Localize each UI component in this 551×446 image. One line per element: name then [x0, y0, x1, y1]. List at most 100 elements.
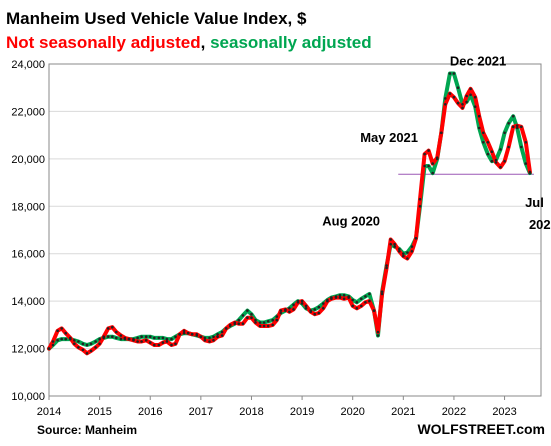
data-point — [503, 131, 506, 135]
data-point — [279, 309, 283, 312]
data-point — [431, 162, 435, 165]
data-point — [241, 322, 245, 326]
data-point — [473, 95, 477, 99]
data-point — [266, 320, 270, 323]
data-point — [153, 343, 156, 347]
data-point — [228, 323, 232, 327]
data-point — [85, 352, 89, 355]
data-point — [304, 304, 308, 308]
data-point — [262, 324, 266, 328]
x-axis: 2014 2015 2016 2017 2018 2019 2020 2021 2022 2023 — [37, 396, 517, 418]
data-point — [115, 336, 118, 340]
data-point — [507, 145, 510, 149]
data-point — [490, 159, 494, 163]
data-point — [440, 131, 443, 135]
data-point — [317, 305, 321, 309]
data-point — [77, 346, 80, 349]
data-point — [452, 95, 456, 99]
x-tick-label: 2015 — [87, 406, 111, 418]
data-point — [427, 164, 430, 168]
data-point — [431, 171, 435, 175]
data-point — [477, 126, 481, 130]
data-point — [250, 312, 253, 316]
data-point — [81, 342, 85, 346]
data-point — [186, 331, 190, 335]
data-point — [250, 316, 253, 320]
data-point — [515, 124, 519, 127]
subtitle-part: Not seasonally adjusted — [6, 33, 201, 52]
data-point — [144, 335, 148, 339]
data-point — [360, 297, 363, 301]
data-point — [69, 336, 72, 340]
data-point — [511, 114, 515, 118]
data-point — [486, 141, 490, 144]
data-point — [140, 340, 143, 343]
data-point — [132, 339, 135, 342]
data-point — [376, 330, 380, 334]
data-point — [364, 295, 367, 298]
data-point — [448, 92, 452, 95]
data-point — [136, 336, 139, 340]
data-point — [102, 335, 105, 339]
data-point — [296, 301, 300, 304]
data-point — [330, 297, 333, 301]
annotations: Aug 2020 May 2021 Dec 2021 Jul 2023 — [322, 53, 551, 232]
data-point — [212, 339, 215, 342]
data-point — [182, 331, 186, 335]
data-point — [64, 337, 67, 341]
data-point — [144, 339, 148, 342]
data-point — [148, 341, 152, 344]
x-tick-label: 2017 — [189, 406, 213, 418]
data-point — [342, 297, 346, 301]
data-point — [482, 141, 485, 144]
data-point — [355, 301, 359, 304]
data-point — [208, 340, 211, 343]
data-point — [469, 93, 472, 97]
data-point — [461, 103, 464, 106]
data-point — [115, 330, 118, 334]
data-point — [56, 339, 59, 342]
data-point — [461, 106, 464, 110]
data-point — [136, 340, 139, 343]
data-point — [360, 304, 363, 308]
series-group — [47, 71, 532, 356]
y-tick-label: 18,000 — [11, 201, 45, 213]
data-point — [380, 290, 384, 294]
data-point — [190, 333, 194, 336]
data-point — [465, 100, 468, 104]
data-point — [246, 316, 249, 320]
annotation-label: Jul — [525, 195, 544, 210]
x-tick-label: 2016 — [138, 406, 162, 418]
data-point — [94, 340, 97, 343]
data-point — [199, 335, 203, 339]
data-point — [216, 335, 219, 339]
data-point — [494, 158, 498, 162]
data-point — [503, 159, 506, 163]
data-point — [85, 343, 89, 347]
data-point — [368, 292, 371, 296]
data-point — [64, 331, 67, 335]
data-point — [174, 335, 177, 339]
data-point — [98, 337, 101, 341]
data-point — [220, 330, 224, 334]
source-label: Source: Manheim — [37, 423, 137, 437]
data-point — [313, 308, 317, 311]
y-tick-label: 16,000 — [11, 249, 45, 261]
data-point — [406, 257, 409, 260]
x-tick-label: 2014 — [37, 406, 61, 418]
chart-subtitle: Not seasonally adjusted, seasonally adju… — [6, 33, 372, 52]
data-point — [389, 242, 393, 246]
data-point — [203, 339, 207, 342]
data-point — [326, 299, 329, 303]
y-tick-label: 14,000 — [11, 296, 45, 308]
data-point — [389, 238, 393, 241]
x-tick-label: 2021 — [391, 406, 415, 418]
data-point — [473, 105, 477, 108]
data-point — [212, 335, 215, 339]
data-point — [89, 349, 93, 353]
data-point — [486, 152, 490, 156]
y-tick-label: 24,000 — [11, 59, 45, 71]
data-point — [499, 148, 502, 151]
data-point — [372, 309, 376, 312]
